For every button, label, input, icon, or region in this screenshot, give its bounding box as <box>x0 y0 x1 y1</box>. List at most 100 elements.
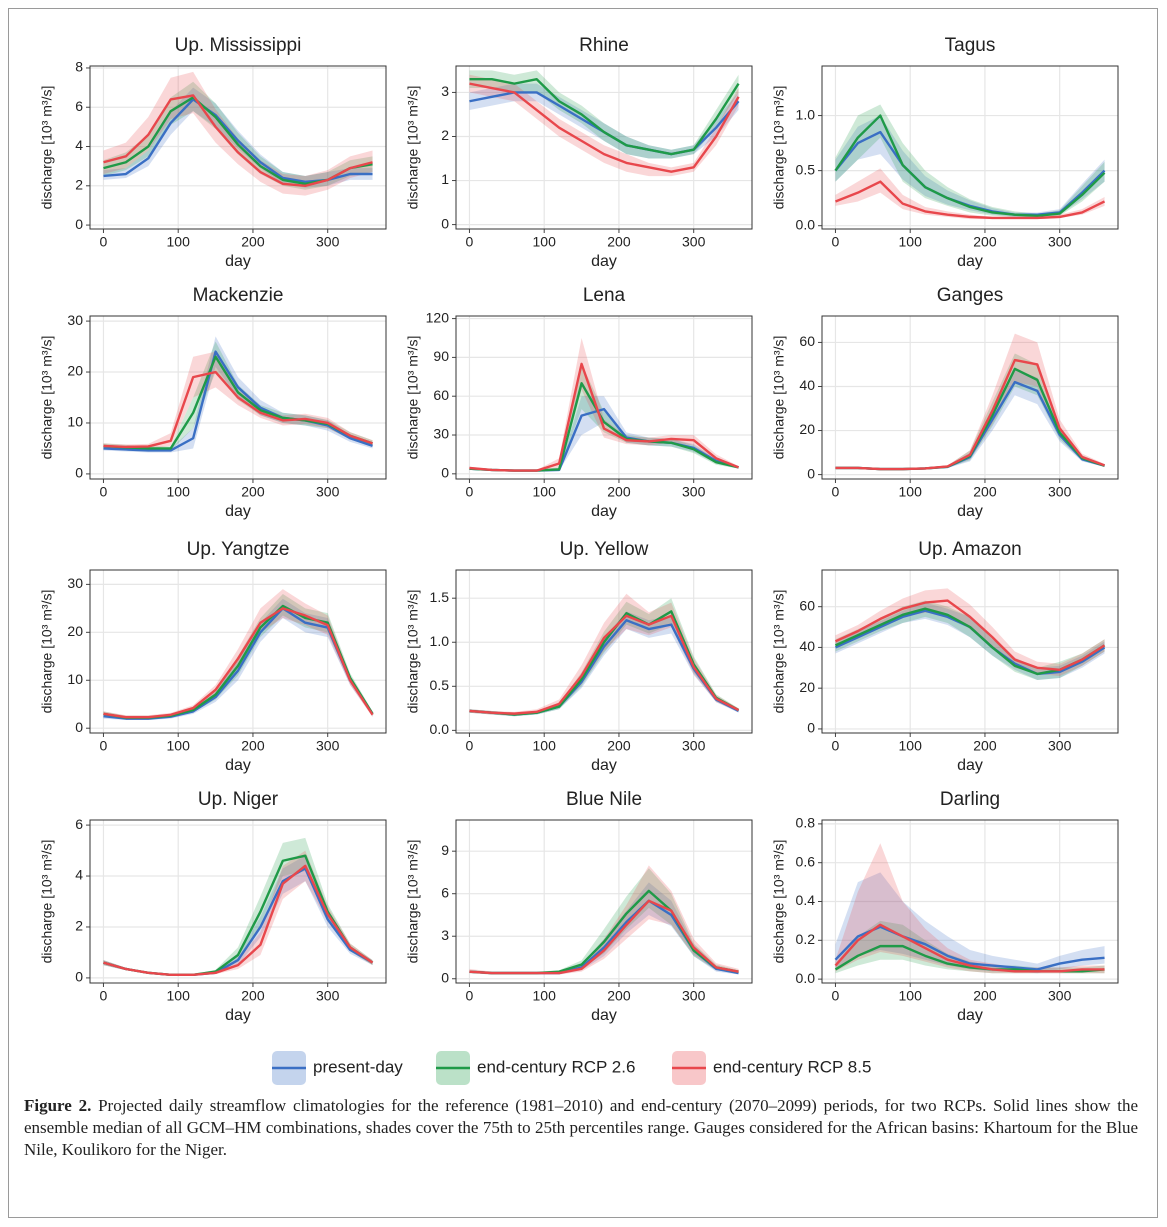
x-tick-label: 200 <box>973 234 997 250</box>
plot-layer <box>469 865 739 975</box>
y-axis-label: discharge [10³ m³/s] <box>39 840 55 964</box>
plot-layer <box>103 71 373 196</box>
y-axis-label: discharge [10³ m³/s] <box>405 840 421 964</box>
plot-border <box>89 315 387 480</box>
y-tick-label: 0.0 <box>796 216 816 232</box>
y-tick-label: 2 <box>75 918 83 934</box>
y-tick-label: 0 <box>75 969 83 985</box>
x-tick-label: 300 <box>1048 234 1072 250</box>
line <box>469 82 740 173</box>
y-axis-label: discharge [10³ m³/s] <box>771 86 787 210</box>
y-tick-label: 30 <box>67 312 83 328</box>
x-axis-label: day <box>225 253 251 270</box>
x-tick-label: 300 <box>682 988 706 1004</box>
plot-border <box>821 65 1119 230</box>
x-tick-label: 300 <box>682 738 706 754</box>
x-tick-label: 0 <box>832 738 840 754</box>
y-axis-label: discharge [10³ m³/s] <box>771 840 787 964</box>
y-tick-label: 2 <box>441 127 449 143</box>
y-tick-label: 60 <box>799 333 815 349</box>
plot-area <box>90 66 386 229</box>
x-tick-label: 200 <box>973 738 997 754</box>
panel: Tagus 0.0 0.5 1.0 0 100 200 300 day discharge [10… <box>771 35 1119 270</box>
plot-layer <box>103 589 374 721</box>
plot-border <box>455 315 753 480</box>
y-tick-label: 0 <box>441 969 449 985</box>
band <box>469 868 739 975</box>
y-tick-label: 0.5 <box>796 161 816 177</box>
x-axis-label: day <box>225 1007 251 1024</box>
x-tick-label: 0 <box>100 484 108 500</box>
x-tick-label: 300 <box>682 234 706 250</box>
panel-title: Tagus <box>945 35 996 56</box>
y-tick-label: 0 <box>441 215 449 231</box>
panel: Up. Amazon 0 20 40 60 0 100 200 300 day discharge … <box>771 539 1119 774</box>
x-axis-label: day <box>957 503 983 520</box>
y-tick-label: 30 <box>433 426 449 442</box>
legend-label: end-century RCP 2.6 <box>477 1057 635 1076</box>
plot-border <box>89 65 387 230</box>
plot-layer <box>834 843 1105 974</box>
plot-border <box>455 569 753 734</box>
x-tick-label: 0 <box>100 988 108 1004</box>
plot-layer <box>834 588 1106 681</box>
y-axis-label: discharge [10³ m³/s] <box>405 590 421 714</box>
y-tick-label: 40 <box>799 377 815 393</box>
panel: Up. Mississippi 0 2 4 6 8 0 100 200 300 day dischar… <box>39 35 387 270</box>
band <box>835 600 1105 681</box>
band <box>835 168 1105 220</box>
legend-label: end-century RCP 8.5 <box>713 1057 871 1076</box>
band <box>103 336 373 453</box>
x-tick-label: 100 <box>533 738 557 754</box>
caption-label: Figure 2. <box>24 1096 92 1115</box>
y-tick-label: 1.5 <box>430 589 450 605</box>
line <box>469 362 739 472</box>
plot-border <box>821 569 1119 734</box>
panel-title: Rhine <box>579 35 629 56</box>
plot-border <box>455 65 753 230</box>
y-tick-label: 20 <box>799 421 815 437</box>
x-tick-label: 200 <box>241 234 265 250</box>
y-tick-label: 4 <box>75 867 83 883</box>
y-tick-label: 20 <box>67 623 83 639</box>
x-axis-label: day <box>957 253 983 270</box>
y-tick-label: 0.0 <box>796 970 816 986</box>
band <box>469 83 739 159</box>
x-tick-label: 100 <box>899 738 923 754</box>
panel-title: Mackenzie <box>193 285 284 306</box>
x-tick-label: 0 <box>100 234 108 250</box>
line <box>469 899 739 975</box>
y-tick-label: 0 <box>75 719 83 735</box>
y-tick-label: 9 <box>441 842 449 858</box>
x-tick-label: 0 <box>466 738 474 754</box>
x-axis-label: day <box>591 1007 617 1024</box>
y-tick-label: 0 <box>441 465 449 481</box>
y-tick-label: 0.4 <box>796 892 816 908</box>
x-tick-label: 300 <box>682 484 706 500</box>
plot-border <box>89 569 387 734</box>
y-tick-label: 3 <box>441 927 449 943</box>
x-tick-label: 200 <box>241 988 265 1004</box>
panel: Blue Nile 0 3 6 9 0 100 200 300 day discharge [10³… <box>405 789 753 1024</box>
x-tick-label: 0 <box>466 988 474 1004</box>
x-tick-label: 100 <box>899 484 923 500</box>
plot-layer <box>103 837 374 977</box>
y-tick-label: 4 <box>75 137 83 153</box>
line <box>835 358 1105 471</box>
band <box>103 837 373 976</box>
band <box>835 920 1105 974</box>
x-tick-label: 0 <box>832 484 840 500</box>
y-tick-label: 0.5 <box>430 677 450 693</box>
panel-title: Lena <box>583 285 626 306</box>
x-axis-label: day <box>957 757 983 774</box>
panel-title: Darling <box>940 789 1000 810</box>
y-tick-label: 10 <box>67 414 83 430</box>
line <box>834 114 1106 217</box>
x-tick-label: 0 <box>466 484 474 500</box>
band <box>469 396 739 472</box>
y-tick-label: 90 <box>433 348 449 364</box>
y-tick-label: 6 <box>75 816 83 832</box>
panel-title: Up. Mississippi <box>175 35 302 56</box>
band <box>469 363 739 472</box>
